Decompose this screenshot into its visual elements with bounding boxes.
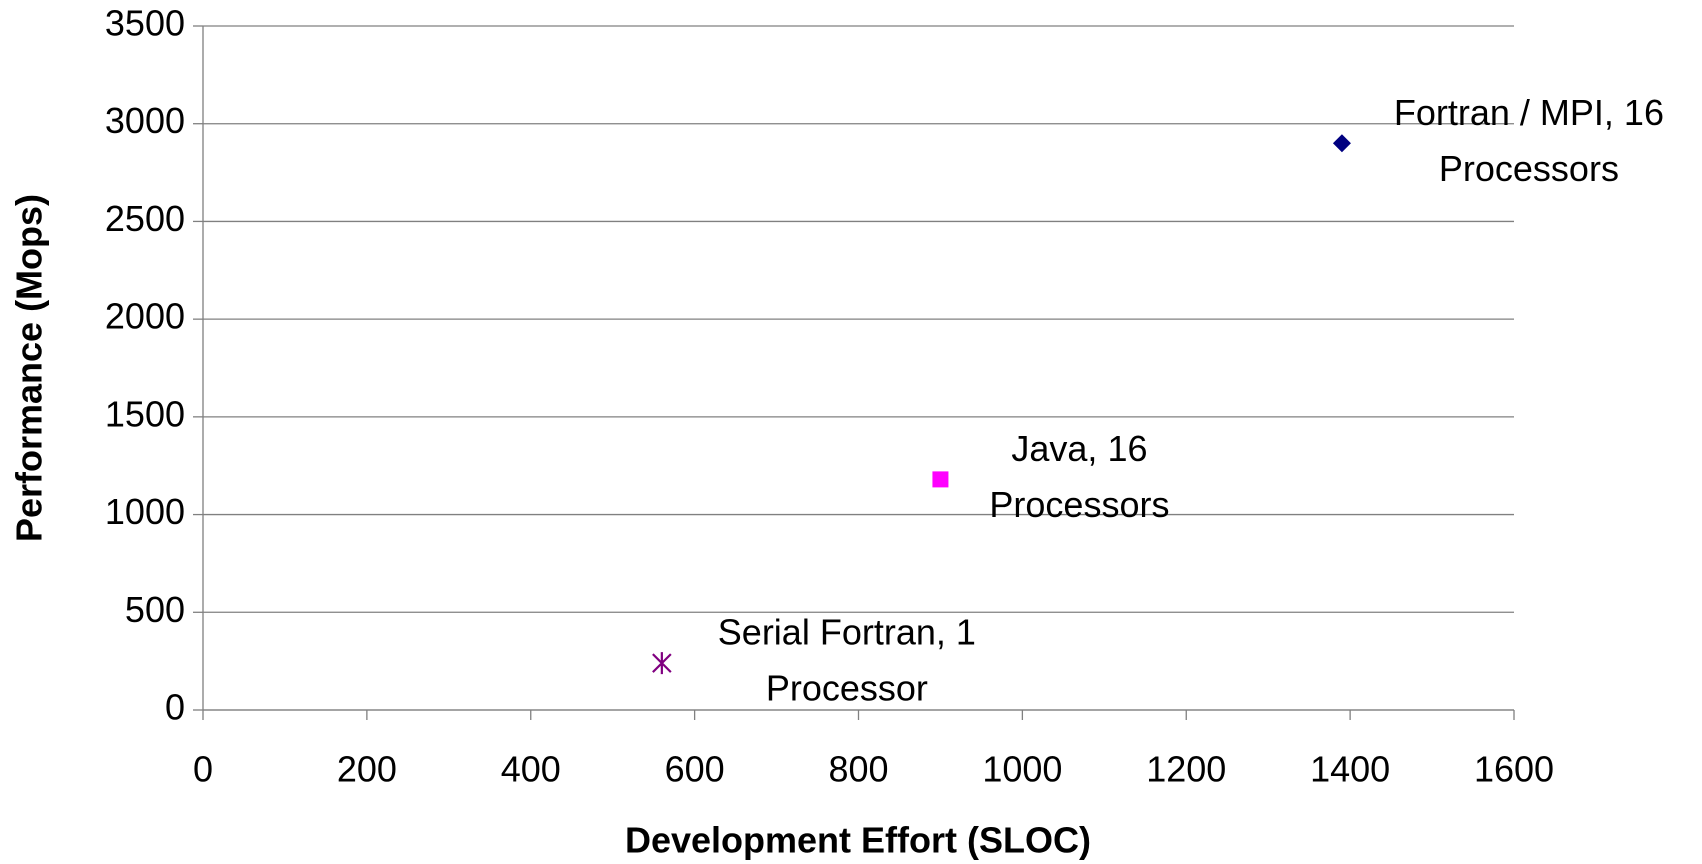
point [652,652,672,675]
x-axis-title: Development Effort (SLOC) [625,820,1091,861]
point [932,471,949,488]
y-tick-label: 500 [125,589,185,630]
y-tick-label: 0 [165,687,185,728]
y-tick-label: 2000 [105,296,185,337]
point [1332,134,1351,153]
y-tick-label: 2500 [105,198,185,239]
point-label: Processors [1439,148,1619,189]
x-tick-label: 0 [193,749,213,790]
y-axis-title: Performance (Mops) [9,194,50,542]
x-tick-label: 200 [337,749,397,790]
point-label: Serial Fortran, 1 [718,612,976,653]
x-tick-label: 800 [828,749,888,790]
point-label: Fortran / MPI, 16 [1394,92,1664,133]
x-tick-label: 1200 [1146,749,1226,790]
y-tick-label: 1000 [105,491,185,532]
y-tick-label: 1500 [105,393,185,434]
point-label: Processors [989,484,1169,525]
point-label: Java, 16 [1011,428,1147,469]
y-tick-label: 3000 [105,100,185,141]
x-tick-label: 1000 [982,749,1062,790]
x-tick-label: 1400 [1310,749,1390,790]
x-tick-label: 400 [501,749,561,790]
point-label: Processor [766,668,928,709]
x-tick-label: 600 [665,749,725,790]
x-tick-label: 1600 [1474,749,1554,790]
y-tick-label: 3500 [105,3,185,44]
